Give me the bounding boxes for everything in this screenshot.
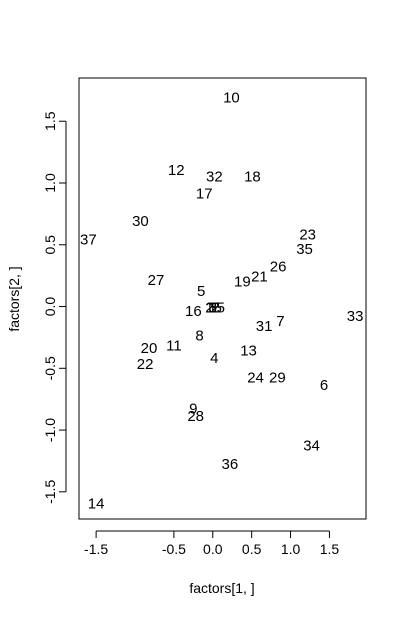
- point-label: 1: [205, 299, 213, 316]
- x-tick-label: 1.5: [320, 541, 340, 557]
- point-label: 24: [247, 370, 264, 387]
- y-tick-label: -0.5: [42, 356, 58, 380]
- y-tick-label: -1.5: [42, 480, 58, 504]
- point-label: 4: [210, 350, 218, 367]
- point-label: 2: [211, 299, 219, 316]
- point-label: 15: [208, 299, 225, 316]
- point-label: 27: [148, 272, 165, 289]
- y-axis-label: factors[2, ]: [6, 266, 22, 331]
- point-label: 6: [320, 377, 328, 394]
- point-label: 34: [303, 438, 320, 455]
- point-label: 29: [269, 370, 286, 387]
- point-label: 20: [141, 340, 158, 357]
- point-label: 5: [197, 283, 205, 300]
- point-label: 23: [299, 226, 316, 243]
- x-tick-label: 0.5: [242, 541, 262, 557]
- point-label: 28: [187, 408, 204, 425]
- x-tick-label: -0.5: [162, 541, 186, 557]
- point-label: 22: [137, 356, 154, 373]
- point-label: 37: [80, 231, 97, 248]
- x-tick-label: 0.0: [203, 541, 223, 557]
- x-axis: -1.5 -0.5 0.0 0.5 1.0 1.5: [84, 530, 340, 557]
- point-label: 8: [195, 328, 203, 345]
- data-points: 1234567891011121314151617181920212223242…: [80, 89, 363, 512]
- point-label: 19: [234, 273, 251, 290]
- point-label: 21: [251, 268, 268, 285]
- point-label: 36: [222, 456, 239, 473]
- point-label: 25: [205, 299, 222, 316]
- point-label: 32: [206, 168, 223, 185]
- x-axis-label: factors[1, ]: [189, 580, 254, 596]
- point-label: 31: [256, 318, 273, 335]
- y-tick-label: 0.5: [42, 235, 58, 255]
- point-label: 11: [166, 338, 182, 355]
- plot-box: [78, 77, 367, 520]
- x-tick-label: 1.0: [281, 541, 301, 557]
- y-tick-label: 1.0: [42, 173, 58, 193]
- point-label: 33: [347, 308, 364, 325]
- y-tick-label: 0.0: [42, 297, 58, 317]
- point-label: 26: [270, 259, 287, 276]
- point-label: 16: [185, 303, 202, 320]
- point-label: 9: [189, 401, 197, 418]
- point-label: 12: [168, 162, 185, 179]
- point-label: 18: [244, 168, 261, 185]
- point-label: 13: [240, 343, 257, 360]
- y-tick-label: 1.5: [42, 111, 58, 131]
- point-label: 35: [296, 241, 313, 258]
- y-axis: -1.5 -1.0 -0.5 0.0 0.5 1.0 1.5: [42, 111, 67, 504]
- point-label: 14: [88, 496, 105, 513]
- point-label: 10: [223, 89, 240, 106]
- point-label: 17: [196, 186, 213, 203]
- point-label: 7: [276, 313, 284, 330]
- point-label: 30: [132, 213, 149, 230]
- y-tick-label: -1.0: [42, 418, 58, 442]
- point-label: 3: [209, 299, 217, 316]
- x-tick-label: -1.5: [84, 541, 108, 557]
